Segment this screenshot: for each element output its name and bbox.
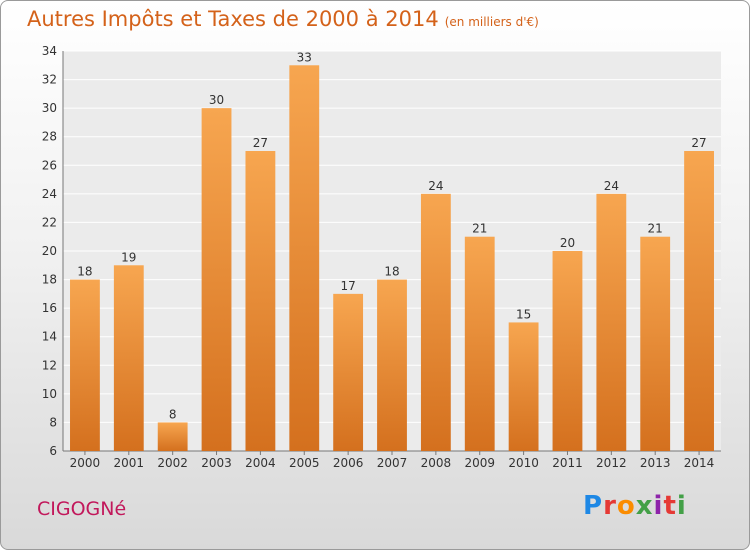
bar-value-label: 27 bbox=[253, 136, 268, 150]
y-tick-label: 14 bbox=[42, 330, 57, 344]
bar bbox=[70, 279, 100, 451]
chart-unit: (en milliers d'€) bbox=[444, 15, 539, 29]
y-tick-label: 12 bbox=[42, 358, 57, 372]
x-tick-label: 2006 bbox=[333, 456, 364, 470]
chart-title-text: Autres Impôts et Taxes de 2000 à 2014 bbox=[27, 7, 439, 31]
bar bbox=[333, 293, 364, 451]
x-tick-label: 2007 bbox=[377, 456, 408, 470]
y-tick-label: 32 bbox=[42, 73, 57, 87]
x-tick-label: 2002 bbox=[157, 456, 188, 470]
y-tick-label: 10 bbox=[42, 387, 57, 401]
y-tick-label: 28 bbox=[42, 130, 57, 144]
bar-value-label: 19 bbox=[121, 250, 136, 264]
bar-value-label: 21 bbox=[472, 222, 487, 236]
x-tick-label: 2000 bbox=[70, 456, 101, 470]
x-tick-label: 2004 bbox=[245, 456, 276, 470]
bar bbox=[464, 236, 495, 451]
y-tick-label: 26 bbox=[42, 158, 57, 172]
y-tick-label: 18 bbox=[42, 273, 57, 287]
bar bbox=[113, 265, 144, 451]
proxiti-logo: Proxiti bbox=[583, 491, 687, 521]
bar bbox=[377, 279, 407, 451]
bar bbox=[201, 108, 232, 452]
x-tick-label: 2012 bbox=[596, 456, 627, 470]
x-tick-label: 2010 bbox=[508, 456, 539, 470]
bar-value-label: 21 bbox=[648, 222, 663, 236]
x-tick-label: 2008 bbox=[421, 456, 452, 470]
bar-value-label: 24 bbox=[428, 179, 443, 193]
bar bbox=[420, 193, 451, 451]
bar bbox=[684, 151, 714, 451]
bar bbox=[596, 193, 627, 451]
bar bbox=[640, 236, 671, 451]
bar-value-label: 17 bbox=[340, 279, 355, 293]
bar bbox=[245, 151, 276, 451]
chart-title: Autres Impôts et Taxes de 2000 à 2014 (en… bbox=[27, 7, 539, 31]
y-tick-label: 30 bbox=[42, 101, 57, 115]
bar-value-label: 20 bbox=[560, 236, 575, 250]
y-tick-label: 24 bbox=[42, 187, 57, 201]
x-tick-label: 2005 bbox=[289, 456, 320, 470]
bar bbox=[157, 422, 188, 451]
x-tick-label: 2013 bbox=[640, 456, 671, 470]
x-tick-label: 2014 bbox=[684, 456, 715, 470]
bar-value-label: 15 bbox=[516, 307, 531, 321]
bar-value-label: 33 bbox=[297, 50, 312, 64]
bar-value-label: 18 bbox=[77, 265, 92, 279]
bar-value-label: 27 bbox=[691, 136, 706, 150]
y-tick-label: 6 bbox=[49, 444, 57, 458]
y-tick-label: 20 bbox=[42, 244, 57, 258]
bar-value-label: 18 bbox=[384, 265, 399, 279]
bar bbox=[289, 65, 320, 452]
commune-name: CIGOGNé bbox=[37, 498, 127, 520]
y-tick-label: 8 bbox=[49, 415, 57, 429]
y-tick-label: 22 bbox=[42, 215, 57, 229]
y-tick-label: 34 bbox=[42, 44, 57, 58]
bar-value-label: 30 bbox=[209, 93, 224, 107]
x-tick-label: 2001 bbox=[114, 456, 145, 470]
y-tick-label: 16 bbox=[42, 301, 57, 315]
x-tick-label: 2011 bbox=[552, 456, 583, 470]
bar-value-label: 8 bbox=[169, 407, 177, 421]
bar bbox=[508, 322, 539, 451]
bar-value-label: 24 bbox=[604, 179, 619, 193]
x-tick-label: 2003 bbox=[201, 456, 232, 470]
bar bbox=[552, 251, 583, 451]
x-tick-label: 2009 bbox=[464, 456, 495, 470]
